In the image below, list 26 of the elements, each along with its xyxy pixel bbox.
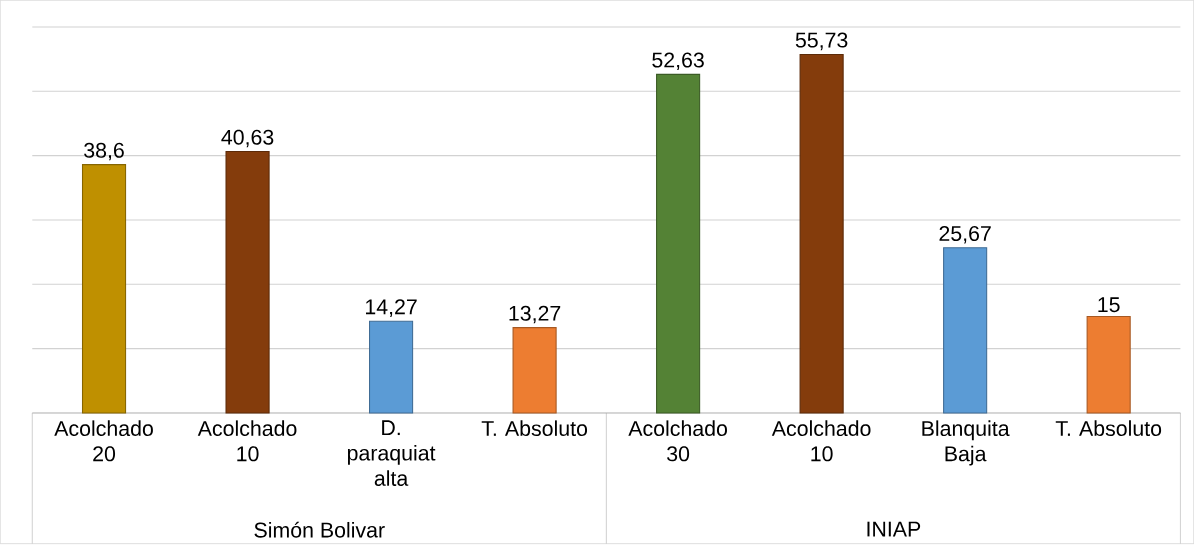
bar [799, 54, 844, 414]
data-label: 52,63 [652, 52, 704, 71]
bar [369, 320, 414, 414]
data-label: 55,73 [795, 32, 848, 51]
data-label: 40,63 [221, 129, 274, 148]
x-tick-label: Acolchado 20 [54, 420, 153, 462]
x-tick-label: T. Absoluto [481, 420, 588, 437]
x-tick-label: Acolchado 10 [771, 420, 871, 462]
bar [1086, 316, 1131, 414]
x-tick-label: T. Absoluto [1055, 420, 1162, 437]
bar [81, 164, 127, 414]
data-label: 14,27 [366, 299, 417, 318]
text: Simón Bolivar [254, 521, 385, 538]
bar [943, 247, 988, 414]
x-tick-label: D. paraquiat alta [347, 420, 436, 487]
bar [225, 151, 270, 414]
bar [512, 327, 557, 414]
data-label: 15 [1098, 297, 1120, 313]
x-tick-label: Acolchado 30 [628, 420, 727, 462]
data-label: 13,27 [509, 305, 561, 324]
data-label: 25,67 [939, 226, 991, 244]
text: INIAP [867, 521, 921, 537]
x-tick-label: Blanquita Baja [922, 420, 1010, 466]
bar [656, 73, 701, 414]
data-label: 38,6 [84, 142, 124, 161]
x-tick-label: Acolchado 10 [197, 420, 297, 462]
